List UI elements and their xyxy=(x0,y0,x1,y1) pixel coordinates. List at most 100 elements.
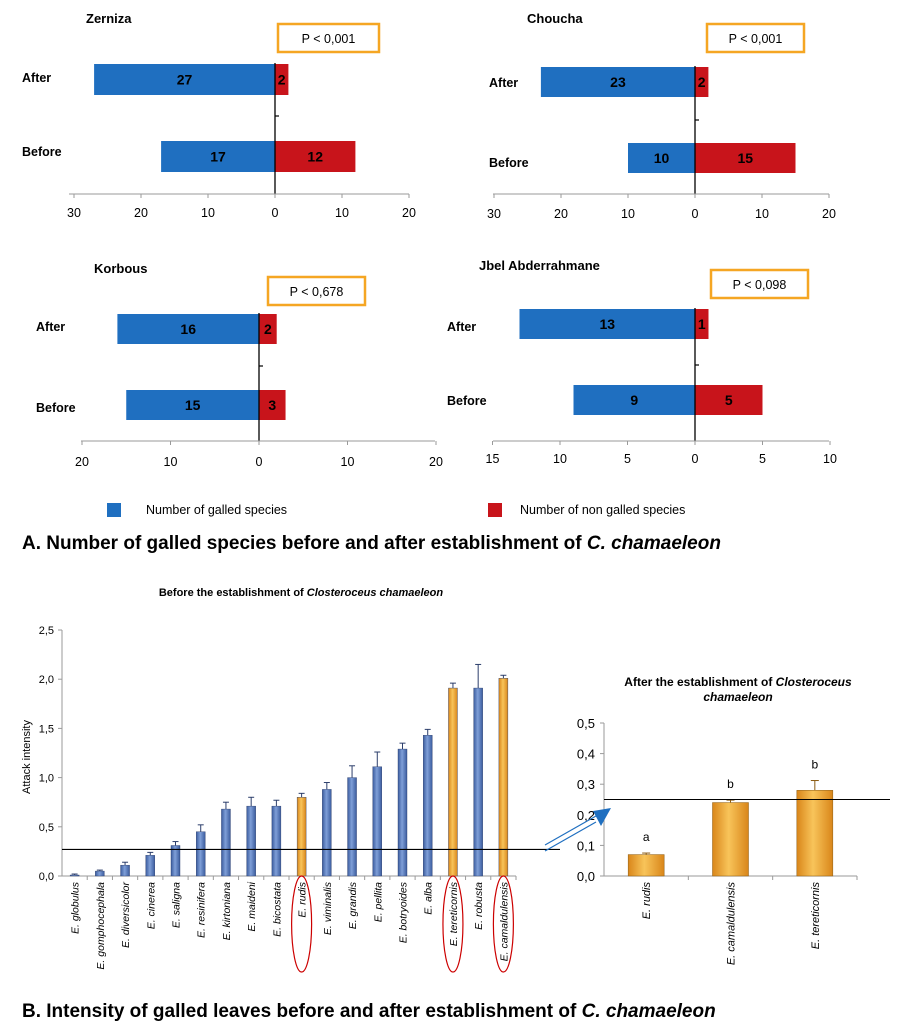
galled-value-label: 10 xyxy=(654,150,670,166)
galled-value-label: 16 xyxy=(180,321,196,337)
galled-bar-after xyxy=(519,309,695,339)
non-galled-bar-before xyxy=(259,390,286,420)
x-tick-label: 10 xyxy=(553,452,567,466)
non-galled-value-label: 1 xyxy=(698,316,706,332)
category-label: E. grandis xyxy=(347,881,359,929)
chart-after: After the establishment of Closteroceusc… xyxy=(577,675,890,965)
caption-a-text: A. Number of galled species before and a… xyxy=(22,533,587,554)
bar xyxy=(712,802,749,877)
bar xyxy=(221,808,231,877)
bar xyxy=(120,864,130,877)
category-label: E. tereticornis xyxy=(448,881,460,946)
arrow-shaft-1 xyxy=(544,815,597,846)
y-tick-label: 0,2 xyxy=(577,808,595,823)
category-label: E. bicostata xyxy=(271,882,283,937)
galled-bar-before xyxy=(628,143,695,173)
non-galled-value-label: 15 xyxy=(737,150,753,166)
bar xyxy=(246,805,256,877)
bar xyxy=(322,789,332,877)
bar xyxy=(796,790,834,877)
galled-bar-after xyxy=(540,67,695,97)
x-tick-label: 10 xyxy=(201,206,215,220)
category-label-after: After xyxy=(489,76,518,90)
y-tick-label: 0,0 xyxy=(577,869,595,884)
x-tick-label: 0 xyxy=(692,207,699,221)
bar xyxy=(397,748,408,877)
site-title: Zerniza xyxy=(86,11,132,26)
p-value-box xyxy=(705,22,806,54)
category-label: E. gomphocephala xyxy=(95,882,107,970)
non-galled-value-label: 3 xyxy=(268,397,276,413)
bar xyxy=(498,678,509,877)
galled-bar-before xyxy=(126,390,259,420)
category-label: E. resinifera xyxy=(196,882,208,938)
non-galled-bar-after xyxy=(695,67,709,97)
chart-before-title: Before the establishment of Closteroceus… xyxy=(159,587,444,599)
category-label: E. pellita xyxy=(372,882,384,922)
category-label: E. viminalis xyxy=(322,881,334,935)
p-value-label: P < 0,098 xyxy=(733,278,787,292)
bar xyxy=(347,777,357,877)
non-galled-value-label: 2 xyxy=(278,72,286,88)
p-value-label: P < 0,678 xyxy=(290,285,344,299)
p-value-label: P < 0,001 xyxy=(302,32,356,46)
x-tick-label: 10 xyxy=(341,455,355,469)
site-title: Korbous xyxy=(94,261,147,276)
chart-after-title-line2: chamaeleon xyxy=(703,690,772,704)
significance-letter: b xyxy=(727,777,734,791)
category-label: E. diversicolor xyxy=(120,882,132,948)
highlight-ellipse xyxy=(492,875,514,973)
y-tick-label: 1,5 xyxy=(39,723,54,735)
bar xyxy=(296,797,307,877)
highlight-ellipse xyxy=(442,875,464,973)
category-label: E. alba xyxy=(423,882,435,915)
bar xyxy=(271,805,282,877)
category-label: E. robusta xyxy=(473,882,485,930)
y-axis-label: Attack intensity xyxy=(21,720,33,794)
bar xyxy=(170,845,181,877)
galled-value-label: 13 xyxy=(599,316,615,332)
non-galled-value-label: 2 xyxy=(264,321,272,337)
galled-value-label: 27 xyxy=(177,72,193,88)
x-tick-label: 10 xyxy=(164,455,178,469)
y-tick-label: 1,0 xyxy=(39,773,54,785)
p-value-box xyxy=(709,268,810,300)
non-galled-bar-before xyxy=(275,141,356,172)
p-value-box xyxy=(266,275,367,307)
legend-swatch-non-galled xyxy=(488,503,502,517)
galled-bar-before xyxy=(573,385,695,415)
p-value-label: P < 0,001 xyxy=(729,32,783,46)
bar xyxy=(372,766,382,877)
x-tick-label: 30 xyxy=(67,206,81,220)
x-tick-label: 20 xyxy=(822,207,836,221)
caption-a-species: C. chamaeleon xyxy=(586,533,721,554)
caption-a: A. Number of galled species before and a… xyxy=(22,533,721,555)
category-label-after: After xyxy=(447,320,476,334)
bar xyxy=(69,874,80,877)
category-label: E. kirtoniana xyxy=(221,882,233,941)
x-tick-label: 20 xyxy=(429,455,443,469)
category-label: E. tereticornis xyxy=(810,882,822,950)
non-galled-bar-before xyxy=(695,385,763,415)
bar xyxy=(145,855,155,877)
category-label: E. maideni xyxy=(246,881,258,931)
y-tick-label: 0,5 xyxy=(577,716,595,731)
galled-bar-after xyxy=(117,314,260,344)
legend-label-non-galled: Number of non galled species xyxy=(520,503,685,517)
galled-value-label: 9 xyxy=(630,392,638,408)
legend: Number of galled species Number of non ga… xyxy=(107,503,685,517)
category-label: E. camaldulensis xyxy=(498,881,510,961)
non-galled-value-label: 5 xyxy=(725,392,733,408)
non-galled-bar-after xyxy=(695,309,709,339)
category-label-after: After xyxy=(22,71,51,85)
highlight-ellipse xyxy=(291,875,313,973)
bar xyxy=(627,854,665,877)
category-label: E. globulus xyxy=(70,881,82,934)
category-label: E. saligna xyxy=(171,882,183,928)
caption-b-text: B. Intensity of galled leaves before and… xyxy=(22,1001,582,1022)
y-tick-label: 0,4 xyxy=(577,747,595,762)
category-label-before: Before xyxy=(36,401,76,415)
caption-b-species: C. chamaeleon xyxy=(581,1001,716,1022)
category-label: E. rudis xyxy=(297,881,309,917)
